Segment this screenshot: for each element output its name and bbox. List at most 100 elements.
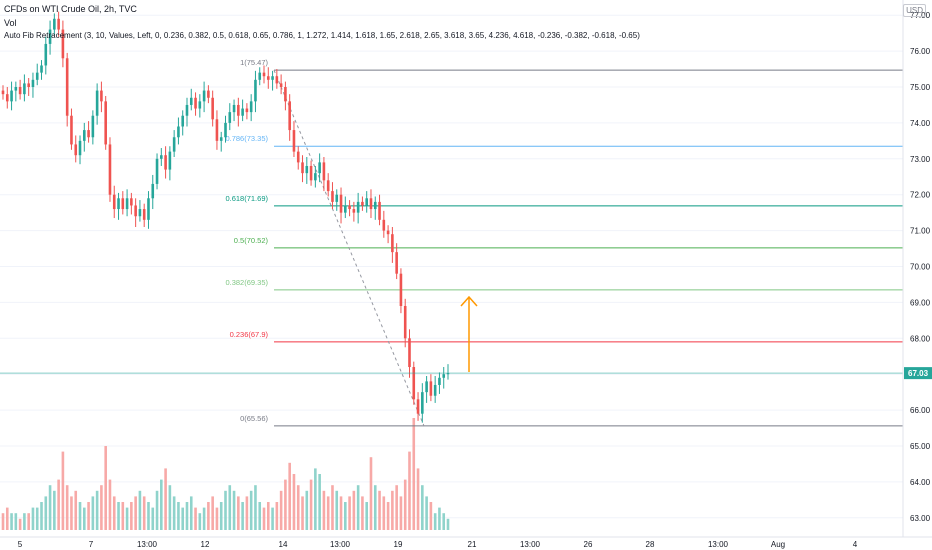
- candle: [296, 146, 300, 170]
- candle: [344, 196, 347, 219]
- volume-bar: [151, 507, 155, 530]
- candle: [339, 187, 343, 224]
- currency-badge[interactable]: USD: [903, 4, 926, 17]
- candle: [421, 383, 424, 423]
- volume-bar: [391, 490, 394, 530]
- volume-legend[interactable]: Vol: [4, 18, 17, 28]
- candle: [31, 72, 35, 98]
- candle: [181, 110, 185, 136]
- y-tick-label: 70.00: [910, 263, 931, 272]
- candle: [202, 81, 206, 113]
- candles: [1, 11, 450, 423]
- candle: [258, 67, 262, 86]
- volume-bar: [177, 502, 180, 530]
- y-tick-label: 71.00: [910, 227, 931, 236]
- last-price-badge-bg: [904, 367, 932, 380]
- volume-bar: [87, 502, 90, 530]
- candle: [108, 137, 112, 202]
- volume-bar: [382, 496, 386, 530]
- volume-bar: [168, 485, 172, 530]
- fib-label: 0.786(73.35): [225, 134, 268, 143]
- x-tick-label: 14: [279, 540, 288, 549]
- candle: [207, 85, 210, 104]
- candle: [373, 196, 377, 220]
- time-axis-labels: 5 7 13:00 12 14 13:00 19 21 13:00 26 28 13:00 Aug 4: [18, 540, 858, 549]
- volume-bar: [44, 496, 48, 530]
- volume-bar: [189, 496, 193, 530]
- candle: [104, 95, 107, 150]
- candle: [232, 99, 236, 122]
- volume-bar: [266, 502, 270, 530]
- candle: [185, 97, 189, 127]
- volume-bar: [262, 507, 266, 530]
- volume-bar: [202, 507, 206, 530]
- fib-label: 0.618(71.69): [225, 194, 268, 203]
- candle: [386, 225, 390, 244]
- candle: [361, 196, 364, 211]
- candle: [301, 155, 304, 183]
- volume-bar: [309, 479, 313, 530]
- candle: [125, 189, 129, 217]
- volume-bar: [48, 485, 52, 530]
- volume-bar: [284, 479, 287, 530]
- candle: [356, 192, 360, 224]
- volume-bar: [254, 485, 257, 530]
- candle: [326, 173, 330, 197]
- volume-bar: [14, 513, 18, 530]
- candle: [78, 135, 82, 165]
- candle: [160, 148, 163, 166]
- candle: [91, 110, 95, 145]
- candle: [87, 121, 90, 143]
- candle: [399, 268, 403, 314]
- candle: [288, 94, 291, 141]
- symbol-title[interactable]: CFDs on WTI Crude Oil, 2h, TVC: [4, 4, 137, 14]
- x-tick-label: 7: [89, 540, 94, 549]
- volume-bar: [361, 496, 364, 530]
- volume-bar: [125, 507, 129, 530]
- x-tick-label: 13:00: [137, 540, 158, 549]
- volume-bar: [31, 507, 35, 530]
- fib-label: 0.5(70.52): [234, 236, 269, 245]
- volume-bar: [91, 496, 95, 530]
- volume-bar: [147, 502, 150, 530]
- volume-bar: [185, 502, 189, 530]
- candle: [412, 361, 416, 405]
- volume-bar: [215, 507, 219, 530]
- y-tick-label: 69.00: [910, 298, 931, 307]
- candle: [314, 165, 317, 188]
- volume-bar: [356, 485, 360, 530]
- candle: [14, 81, 18, 102]
- grid: [0, 14, 903, 519]
- candle: [241, 99, 244, 122]
- candle: [23, 74, 26, 102]
- candle: [74, 135, 78, 163]
- candle: [121, 191, 125, 215]
- candle: [322, 157, 326, 192]
- candle: [10, 81, 13, 111]
- volume-bar: [108, 479, 112, 530]
- time-axis[interactable]: [0, 537, 903, 550]
- volume-bar: [348, 496, 351, 530]
- candle: [331, 182, 334, 210]
- candle: [40, 60, 43, 80]
- volume-bar: [228, 485, 232, 530]
- candle: [318, 153, 321, 183]
- volume-bars: [1, 418, 450, 530]
- volume-bar: [198, 513, 202, 530]
- volume-bar: [365, 502, 369, 530]
- fib-label: 0.382(69.35): [225, 278, 268, 287]
- candle: [425, 375, 428, 403]
- volume-bar: [386, 502, 390, 530]
- volume-bar: [160, 479, 163, 530]
- volume-bar: [134, 496, 137, 530]
- volume-bar: [314, 468, 317, 530]
- candle: [219, 131, 223, 152]
- last-price-badge: 67.03: [904, 367, 932, 380]
- fib-levels: 1(75.47) 0.786(73.35) 0.618(71.69) 0.5(70.5…: [225, 58, 903, 427]
- indicator-legend[interactable]: Auto Fib Retracement (3, 10, Values, Lef…: [4, 31, 640, 40]
- candle: [245, 103, 249, 120]
- price-axis[interactable]: [903, 0, 932, 537]
- volume-bar: [305, 490, 309, 530]
- candle: [177, 117, 180, 145]
